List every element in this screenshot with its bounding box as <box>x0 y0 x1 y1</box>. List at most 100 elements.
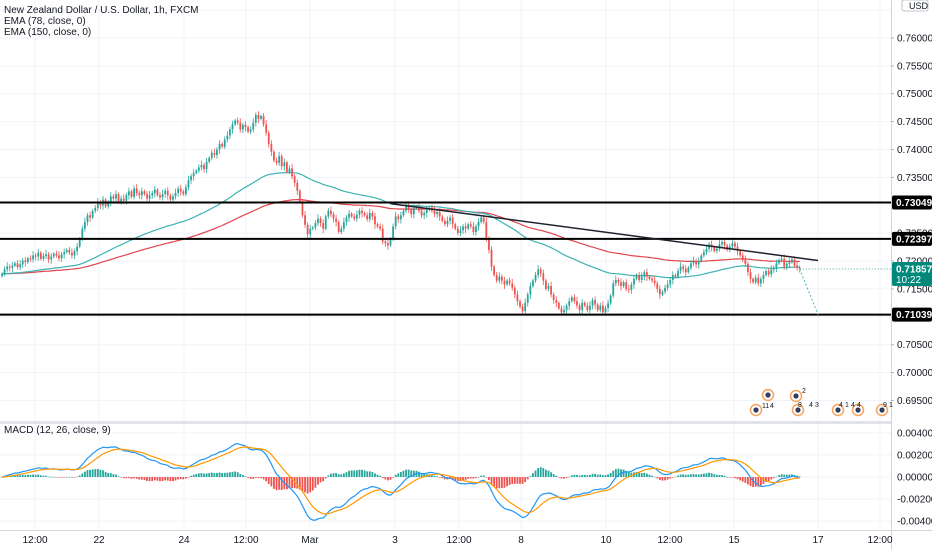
event-badge-dot <box>795 407 801 413</box>
price-axis[interactable]: USD 0.76000 0.75500 0.75000 0.74500 0.74000 0.… <box>891 0 932 528</box>
candle-body <box>521 306 524 312</box>
candle-body <box>765 271 767 275</box>
candle-body <box>381 228 384 242</box>
macd-histogram-bar <box>682 474 685 477</box>
macd-histogram-bar <box>96 469 99 477</box>
macd-histogram-bar <box>630 472 633 477</box>
macd-histogram-bar <box>438 477 441 478</box>
horizontal-levels[interactable] <box>0 201 891 316</box>
candle-body <box>29 258 32 260</box>
candle-body <box>96 202 99 209</box>
candle-body <box>34 255 37 257</box>
candle-body <box>423 213 426 216</box>
event-badges[interactable]: 211 4 8 4 3 4 1 4 4 9 1 <box>749 388 894 417</box>
macd-histogram-bar <box>76 476 79 478</box>
candle-body <box>669 280 672 285</box>
candle-body <box>744 259 747 264</box>
candle-body <box>772 267 775 270</box>
candle-body <box>757 277 760 284</box>
candle-body <box>278 156 281 163</box>
candle-body <box>296 182 299 191</box>
candle-body <box>601 305 604 313</box>
candle-body <box>221 143 224 147</box>
candle-body <box>166 190 169 196</box>
candle-body <box>280 156 283 167</box>
event-badge-count: 2 <box>802 388 806 395</box>
candle-body <box>560 308 563 313</box>
candle-body <box>309 228 312 235</box>
trendlines[interactable] <box>390 202 819 315</box>
macd-histogram-bar <box>664 477 666 481</box>
macd-histogram-bar <box>50 476 53 478</box>
macd-histogram-bar <box>783 474 786 477</box>
candle-body <box>412 208 415 215</box>
price-tick-label: 0.75000 <box>897 89 932 100</box>
candle-body <box>747 263 749 273</box>
candle-body <box>394 216 397 227</box>
macd-histogram-bar <box>104 471 107 477</box>
event-badge-dot <box>835 407 841 413</box>
macd-histogram-bar <box>229 472 231 477</box>
time-tick-label: 24 <box>178 535 190 546</box>
candle-body <box>257 114 260 119</box>
candle-body <box>449 217 451 221</box>
candle-body <box>135 188 138 193</box>
candle-body <box>332 214 335 219</box>
macd-histogram-bar <box>508 477 511 485</box>
candle-body <box>151 192 154 196</box>
macd-histogram-bar <box>560 477 563 479</box>
candle-body <box>524 302 527 312</box>
candle-body <box>262 116 265 125</box>
event-badge-dot <box>765 392 771 398</box>
level-price-tag-label: 0.72397 <box>896 234 932 245</box>
candle-body <box>715 248 718 251</box>
macd-histogram-bar <box>226 472 229 477</box>
macd-histogram-bar <box>563 477 565 479</box>
candle-body <box>695 261 698 265</box>
macd-histogram-bar <box>692 473 695 477</box>
candle-body <box>770 269 773 275</box>
candle-body <box>399 215 402 220</box>
candle-body <box>513 287 516 295</box>
candle-body <box>653 280 656 284</box>
candle-body <box>330 210 332 215</box>
macd-legend-label[interactable]: MACD (12, 26, close, 9) <box>4 425 111 436</box>
symbol-title[interactable]: New Zealand Dollar / U.S. Dollar, 1h, FX… <box>4 5 199 16</box>
macd-histogram-bar <box>71 477 73 478</box>
price-tick-label: 0.69500 <box>897 396 932 407</box>
macd-histogram-bar <box>557 477 560 478</box>
candle-body <box>293 176 296 183</box>
candle-body <box>148 195 151 199</box>
candle-body <box>785 263 788 267</box>
macd-histogram-bar <box>45 475 47 477</box>
macd-histogram-bar <box>472 477 475 479</box>
candle-body <box>778 259 780 264</box>
candle-body <box>1 273 3 277</box>
candle-body <box>436 211 439 215</box>
macd-histogram-bar <box>519 477 521 484</box>
macd-histogram-bar <box>418 471 420 477</box>
ema150-legend[interactable]: EMA (150, close, 0) <box>4 27 92 38</box>
time-axis[interactable]: 12:00 22 24 12:00 Mar 3 12:00 8 10 12:00 15 17 12:00 <box>22 535 892 546</box>
candle-body <box>109 196 112 204</box>
candle-body <box>671 274 674 280</box>
candle-body <box>348 213 350 218</box>
candle-body <box>42 256 45 259</box>
candle-body <box>161 194 164 198</box>
macd-histogram-bar <box>55 477 58 478</box>
candle-body <box>418 206 420 211</box>
macd-histogram-bar <box>469 477 472 479</box>
candle-body <box>798 267 801 269</box>
candle-body <box>630 284 633 291</box>
event-badge-count: 3 <box>815 402 819 409</box>
macd-legend: MACD (12, 26, close, 9) <box>4 425 111 436</box>
candle-body <box>495 274 498 281</box>
ema78-legend[interactable]: EMA (78, close, 0) <box>4 16 86 27</box>
candle-body <box>371 213 374 217</box>
event-badge-count: 1 <box>845 402 849 409</box>
macd-histogram-bar <box>257 477 260 479</box>
macd-histogram-bar <box>601 475 604 477</box>
macd-histogram-bar <box>21 474 24 477</box>
